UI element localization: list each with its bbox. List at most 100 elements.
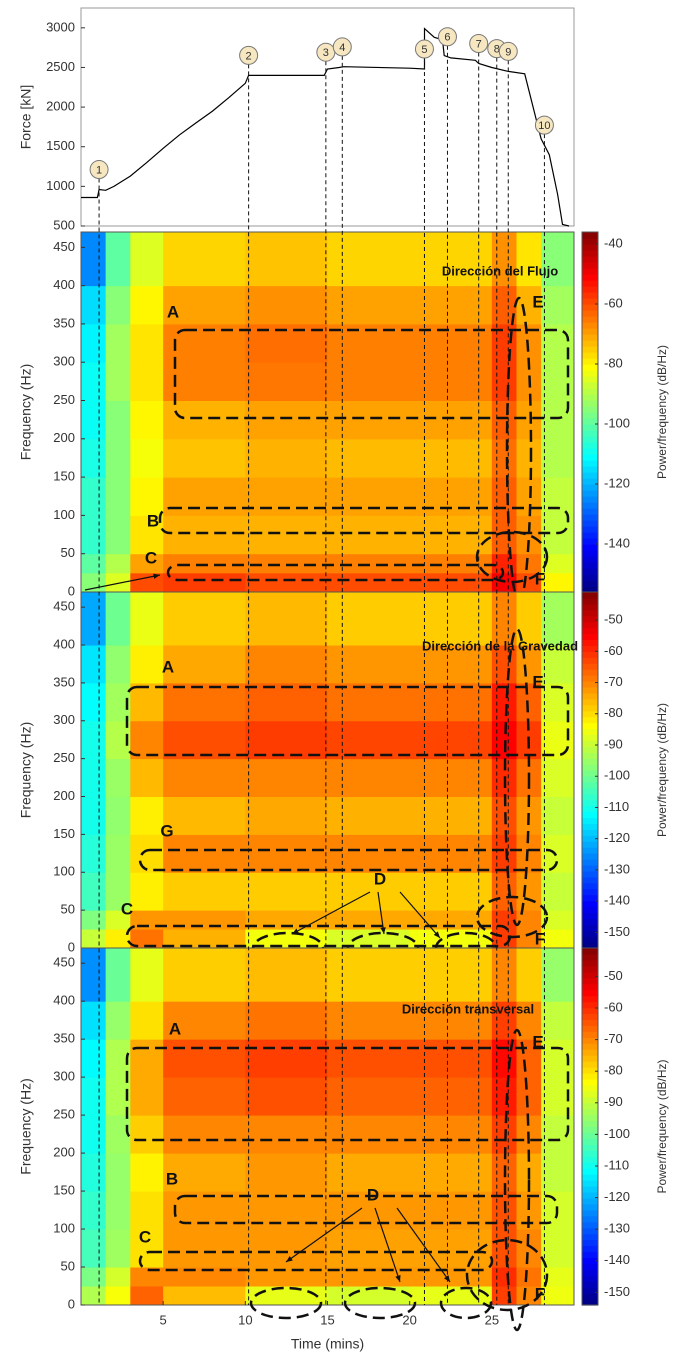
- heatmap-cell: [163, 682, 246, 722]
- heatmap-cell: [163, 872, 246, 911]
- annotation-arrow: [377, 891, 385, 935]
- annotation-arrow: [84, 574, 161, 591]
- heatmap-cell: [409, 948, 493, 1002]
- colorbar-step: [582, 859, 598, 866]
- heatmap-cell: [541, 948, 575, 1002]
- colorbar-step: [582, 424, 598, 431]
- heatmap-cell: [541, 720, 575, 760]
- heatmap-cell: [245, 232, 328, 287]
- heatmap-cell: [81, 910, 107, 930]
- heatmap-cell: [245, 1286, 328, 1306]
- heatmap-cell: [163, 1267, 246, 1287]
- event-label: 5: [421, 44, 427, 56]
- heatmap-cell: [541, 1077, 575, 1116]
- colorbar-step: [582, 502, 598, 509]
- heatmap-cell: [327, 1153, 411, 1192]
- colorbar-step: [582, 538, 598, 545]
- heatmap-cell: [81, 948, 107, 1002]
- colorbar-tick-label: -50: [604, 612, 623, 627]
- annotation-ellipse: [343, 1286, 417, 1320]
- y-tick-label: 400: [53, 636, 75, 651]
- heatmap-cell: [327, 872, 411, 911]
- colorbar-step: [582, 1263, 598, 1270]
- colorbar-step: [582, 1019, 598, 1026]
- colorbar-step: [582, 645, 598, 652]
- colorbar-step: [582, 568, 598, 575]
- colorbar-step: [582, 948, 598, 955]
- y-tick-label: 300: [53, 1069, 75, 1084]
- heatmap-cell: [245, 758, 328, 798]
- heatmap-cell: [105, 796, 131, 835]
- heatmap-cell: [130, 477, 164, 516]
- annotation-box: [125, 1046, 570, 1142]
- heatmap-cell: [81, 285, 107, 325]
- colorbar-step: [582, 870, 598, 878]
- y-tick-label: 150: [53, 1183, 75, 1198]
- event-marker: [534, 115, 554, 135]
- colorbar-step: [582, 704, 598, 712]
- y-tick-label: 200: [53, 430, 75, 445]
- heatmap-cell: [491, 929, 517, 949]
- region-label: A: [169, 1019, 181, 1038]
- heatmap-cell: [245, 553, 328, 574]
- y-tick-label: 50: [61, 545, 75, 560]
- heatmap-cell: [105, 1229, 131, 1268]
- heatmap-cell: [163, 796, 246, 835]
- colorbar-step: [582, 1067, 598, 1074]
- heatmap-cell: [516, 948, 542, 1002]
- heatmap-cell: [409, 1267, 493, 1287]
- heatmap-cell: [105, 285, 131, 325]
- heatmap-cell: [130, 1115, 164, 1154]
- colorbar-step: [582, 1233, 598, 1241]
- heatmap-cell: [541, 232, 575, 287]
- colorbar-step: [582, 686, 598, 694]
- colorbar-step: [582, 1180, 598, 1187]
- colorbar-step: [582, 382, 598, 389]
- heatmap-cell: [491, 1267, 517, 1287]
- x-tick-label: 5: [160, 1312, 167, 1327]
- heatmap-cell: [409, 553, 493, 574]
- event-label: 2: [246, 50, 252, 62]
- annotation-box: [173, 328, 570, 420]
- colorbar-step: [582, 746, 598, 753]
- heatmap-cell: [163, 948, 246, 1002]
- y-tick-label: 50: [61, 902, 75, 917]
- heatmap-cell: [327, 1115, 411, 1154]
- region-label: F: [535, 1284, 545, 1303]
- heatmap-cell: [105, 592, 131, 646]
- heatmap-cell: [541, 872, 575, 911]
- colorbar-step: [582, 775, 598, 783]
- event-label: 9: [505, 46, 511, 58]
- colorbar-step: [582, 764, 598, 771]
- heatmap-cell: [491, 553, 517, 574]
- heatmap-cell: [409, 285, 493, 325]
- heatmap-cell: [105, 948, 131, 1002]
- heatmap-cell: [130, 1039, 164, 1078]
- heatmap-cell: [327, 720, 411, 760]
- colorbar-step: [582, 1269, 598, 1276]
- heatmap-cell: [81, 1229, 107, 1268]
- heatmap-cell: [516, 572, 542, 593]
- heatmap-cell: [245, 592, 328, 646]
- colorbar-step: [582, 1013, 598, 1020]
- colorbar-step: [582, 805, 598, 813]
- colorbar-step: [582, 817, 598, 824]
- heatmap-cell: [105, 872, 131, 911]
- heatmap-cell: [491, 1286, 517, 1306]
- colorbar-step: [582, 888, 598, 896]
- colorbar-step: [582, 692, 598, 700]
- colorbar-step: [582, 710, 598, 718]
- colorbar-step: [582, 340, 598, 347]
- y-tick-label: 0: [68, 1296, 75, 1311]
- heatmap-cell: [516, 645, 542, 684]
- heatmap-cell: [516, 929, 542, 949]
- heatmap-cell: [130, 285, 164, 325]
- arrow-head: [380, 927, 386, 934]
- heatmap-cell: [491, 682, 517, 722]
- colorbar-step: [582, 1203, 598, 1211]
- annotation-box: [166, 563, 505, 582]
- colorbar-step: [582, 930, 598, 937]
- colorbar-step: [582, 1144, 598, 1151]
- heatmap-cell: [327, 796, 411, 835]
- heatmap-cell: [541, 553, 575, 574]
